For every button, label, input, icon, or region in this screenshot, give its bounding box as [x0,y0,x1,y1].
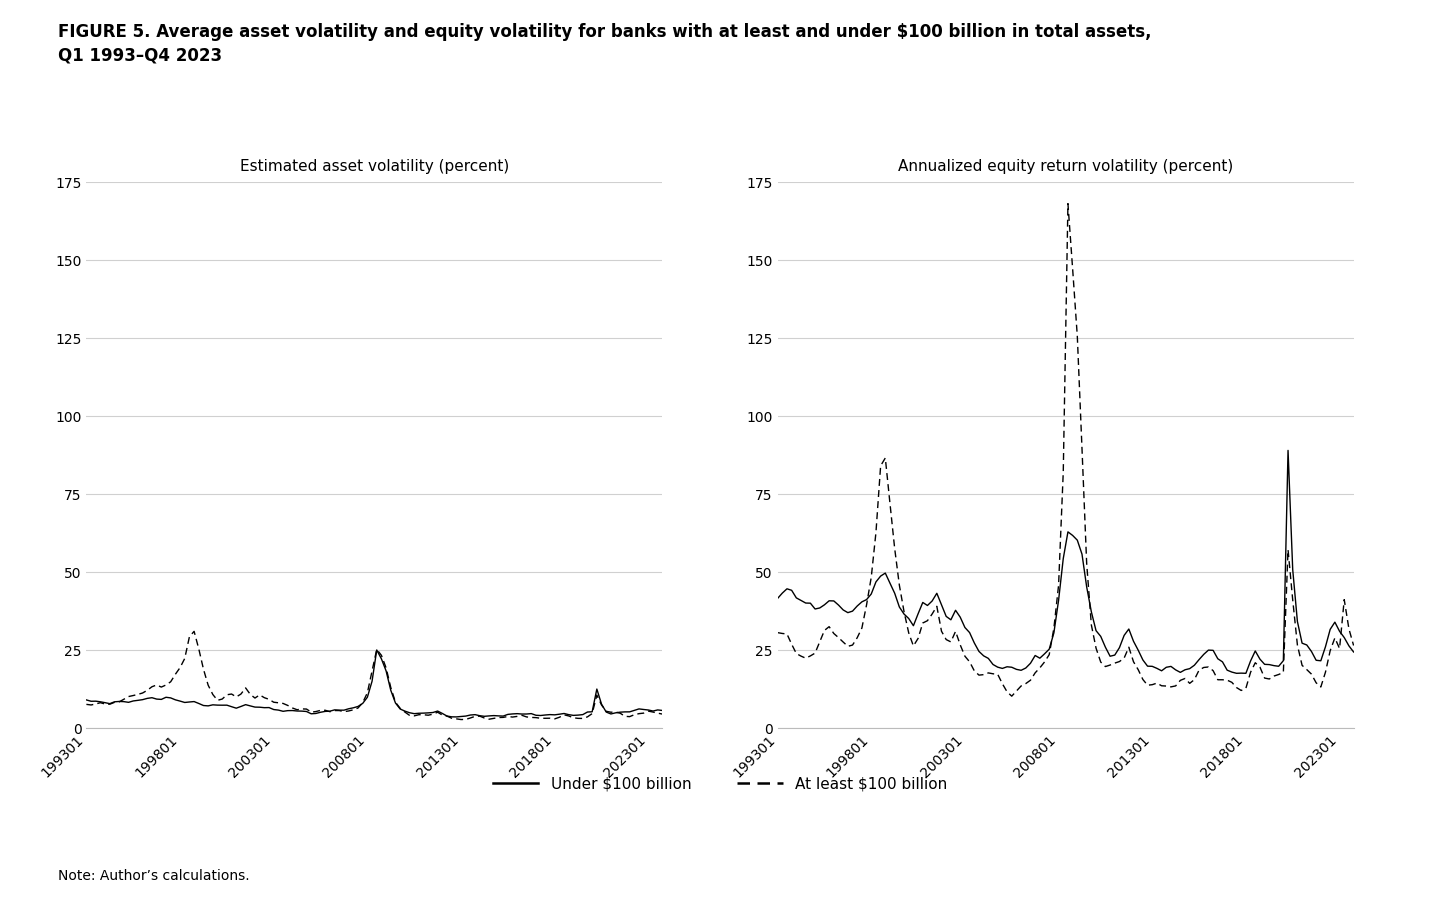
Line: At least $100 billion: At least $100 billion [86,632,662,720]
At least $100 billion [1345,640,1362,651]
Line: Under $100 billion: Under $100 billion [86,650,662,717]
At least $100 billion [1110,656,1128,667]
Under $100 billion [331,704,348,715]
Under $100 billion [769,593,786,604]
At least $100 billion [937,634,955,645]
At least $100 billion [82,700,99,711]
At least $100 billion [1004,691,1021,702]
At least $100 billion [806,648,824,659]
Title: Estimated asset volatility (percent): Estimated asset volatility (percent) [240,159,508,174]
Under $100 billion [1345,646,1362,657]
At least $100 billion [773,628,791,639]
Under $100 billion [415,708,432,719]
Legend: Under $100 billion, At least $100 billion: Under $100 billion, At least $100 billio… [487,771,953,798]
At least $100 billion [769,627,786,638]
Title: Annualized equity return volatility (percent): Annualized equity return volatility (per… [899,159,1233,174]
Under $100 billion [369,644,386,655]
Under $100 billion [246,702,264,713]
Under $100 billion [877,568,894,579]
Under $100 billion [806,603,824,614]
Under $100 billion [937,611,955,622]
Under $100 billion [186,696,203,707]
Text: Note: Author’s calculations.: Note: Author’s calculations. [58,869,249,883]
At least $100 billion [1060,198,1077,209]
Under $100 billion [82,696,99,707]
At least $100 billion [190,643,207,654]
Under $100 billion [654,705,671,716]
At least $100 billion [654,709,671,720]
Under $100 billion [448,712,465,723]
At least $100 billion [1027,667,1044,678]
Under $100 billion [115,696,132,707]
At least $100 billion [251,690,268,701]
Text: FIGURE 5. Average asset volatility and equity volatility for banks with at least: FIGURE 5. Average asset volatility and e… [58,23,1151,65]
At least $100 billion [877,452,894,463]
At least $100 billion [186,626,203,637]
Under $100 billion [78,694,95,705]
Under $100 billion [1102,651,1119,662]
Under $100 billion [1237,668,1254,679]
At least $100 billion [78,699,95,710]
Line: At least $100 billion: At least $100 billion [778,204,1354,696]
Under $100 billion [1279,445,1296,456]
Under $100 billion [1022,658,1040,669]
At least $100 billion [452,714,469,725]
At least $100 billion [336,706,353,717]
At least $100 billion [115,693,132,704]
At least $100 billion [415,709,432,720]
Under $100 billion [773,588,791,599]
Line: Under $100 billion: Under $100 billion [778,450,1354,673]
